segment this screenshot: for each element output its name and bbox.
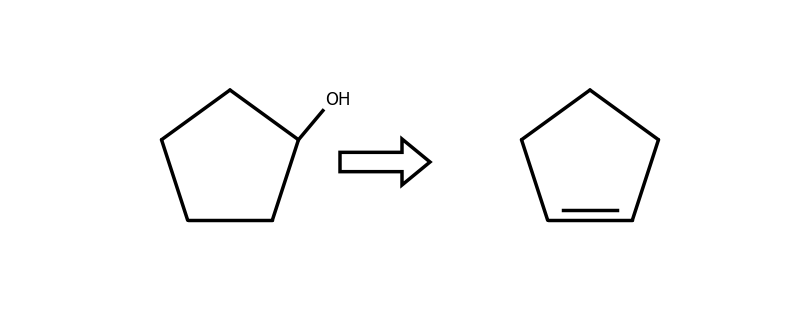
Text: OH: OH: [325, 91, 350, 109]
Polygon shape: [340, 139, 430, 185]
